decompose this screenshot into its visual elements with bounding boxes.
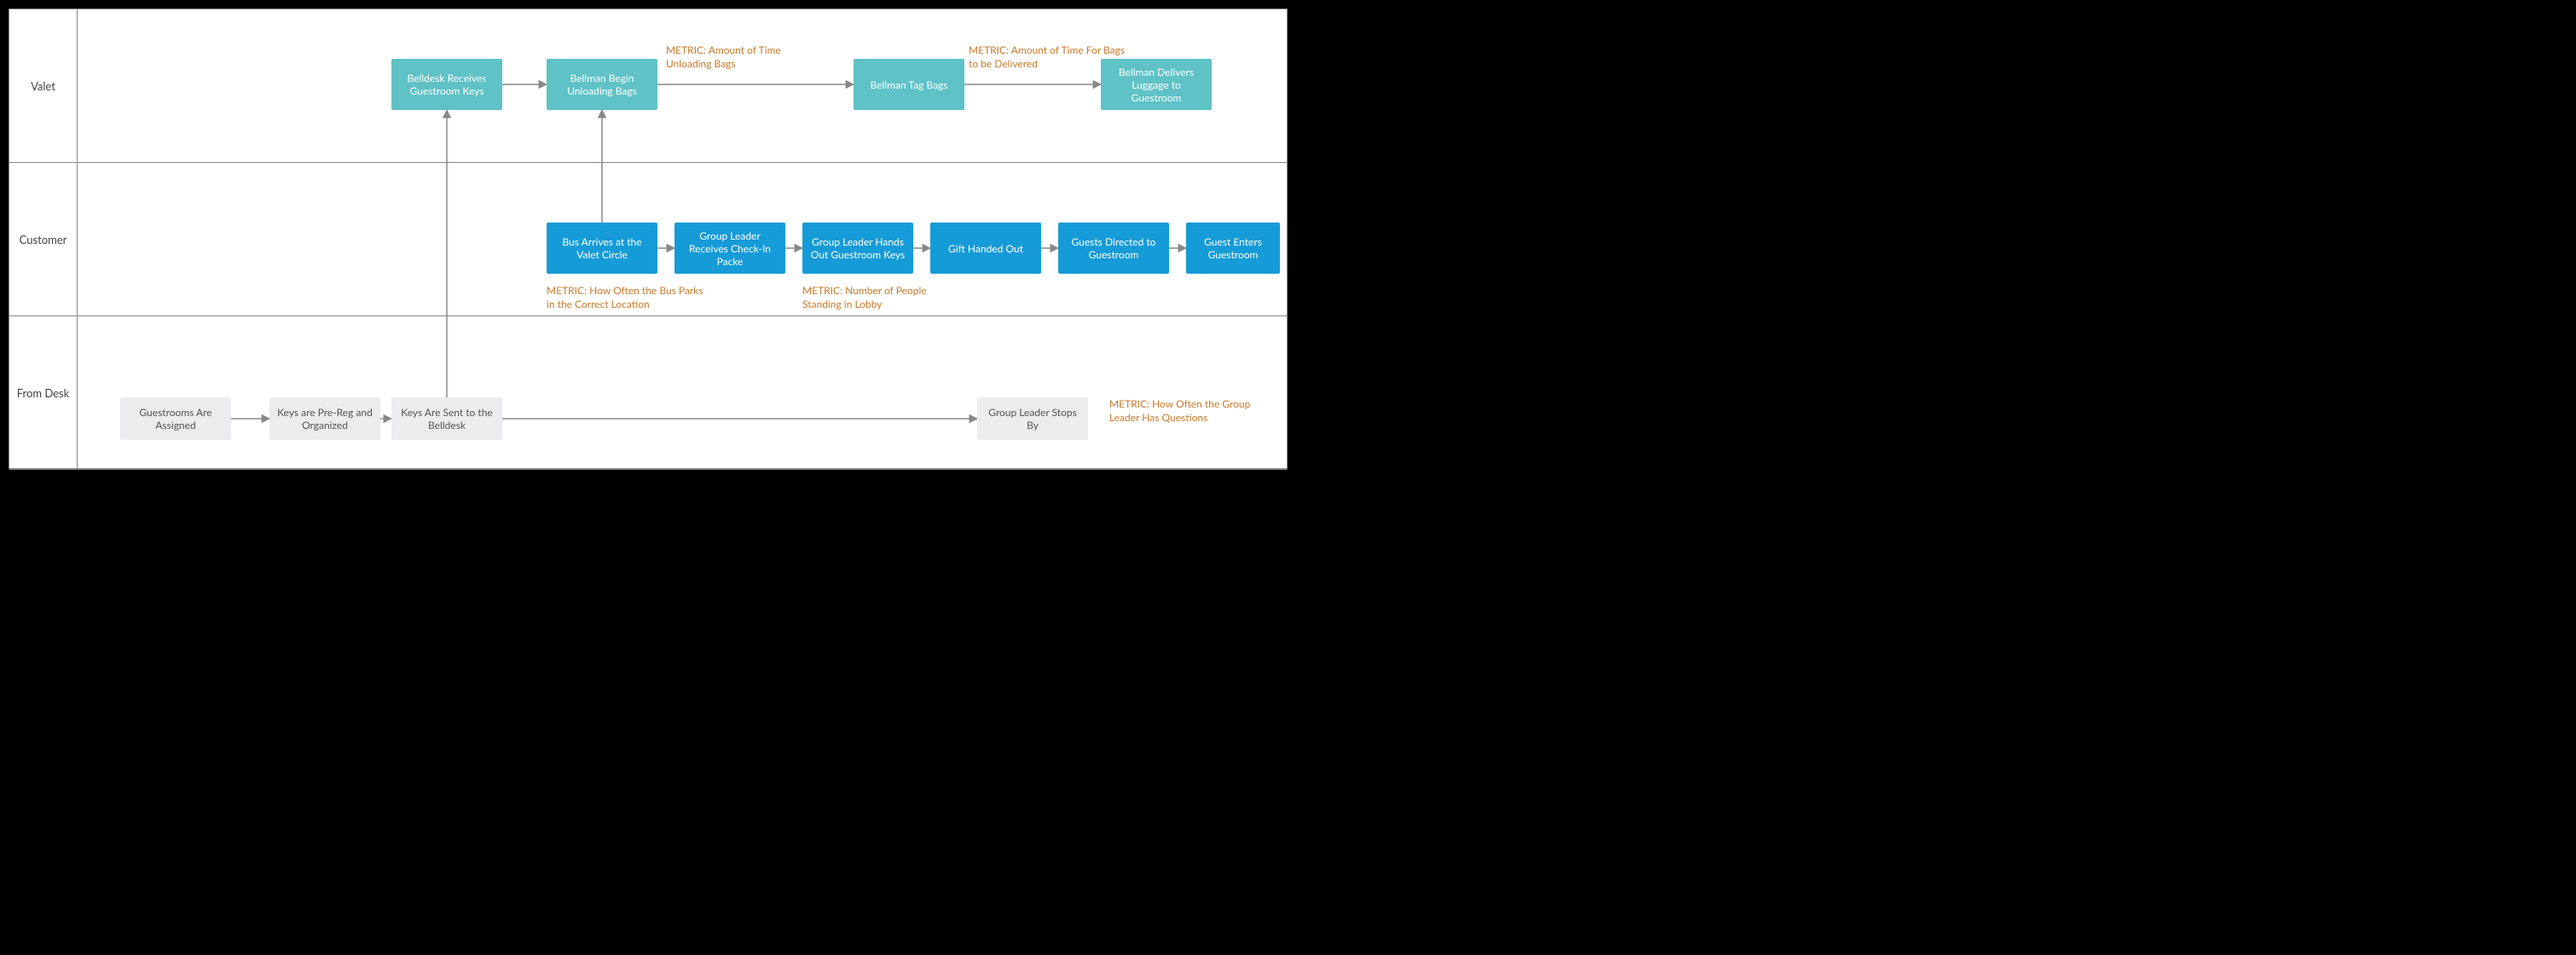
node-f3: Keys Are Sent to the Belldesk — [391, 397, 502, 440]
node-c3: Group Leader Hands Out Guestroom Keys — [802, 223, 913, 274]
node-v1: Belldesk Receives Guestroom Keys — [391, 59, 502, 110]
node-c6: Guest Enters Guestroom — [1186, 223, 1280, 274]
node-c5: Guests Directed to Guestroom — [1058, 223, 1169, 274]
metric-label: METRIC: Number of People Standing in Lob… — [802, 284, 964, 310]
lane-label-customer: Customer — [9, 163, 78, 315]
lane-label-valet: Valet — [9, 9, 78, 162]
node-c4: Gift Handed Out — [930, 223, 1041, 274]
metric-label: METRIC: Amount of Time Unloading Bags — [666, 43, 828, 70]
node-c2: Group Leader Receives Check-In Packe — [674, 223, 785, 274]
swimlane-diagram: Valet Customer From Desk Belldesk Receiv… — [9, 9, 1288, 469]
node-f2: Keys are Pre-Reg and Organized — [269, 397, 380, 440]
node-c1: Bus Arrives at the Valet Circle — [547, 223, 657, 274]
metric-label: METRIC: How Often the Bus Parks in the C… — [547, 284, 709, 310]
lane-fromdesk: From Desk — [9, 316, 1287, 470]
lane-label-fromdesk: From Desk — [9, 316, 78, 469]
node-f4: Group Leader Stops By — [977, 397, 1088, 440]
metric-label: METRIC: Amount of Time For Bags to be De… — [969, 43, 1131, 70]
node-v3: Bellman Tag Bags — [854, 59, 964, 110]
node-v2: Bellman Begin Unloading Bags — [547, 59, 657, 110]
metric-label: METRIC: How Often the Group Leader Has Q… — [1109, 397, 1271, 424]
node-f1: Guestrooms Are Assigned — [120, 397, 231, 440]
